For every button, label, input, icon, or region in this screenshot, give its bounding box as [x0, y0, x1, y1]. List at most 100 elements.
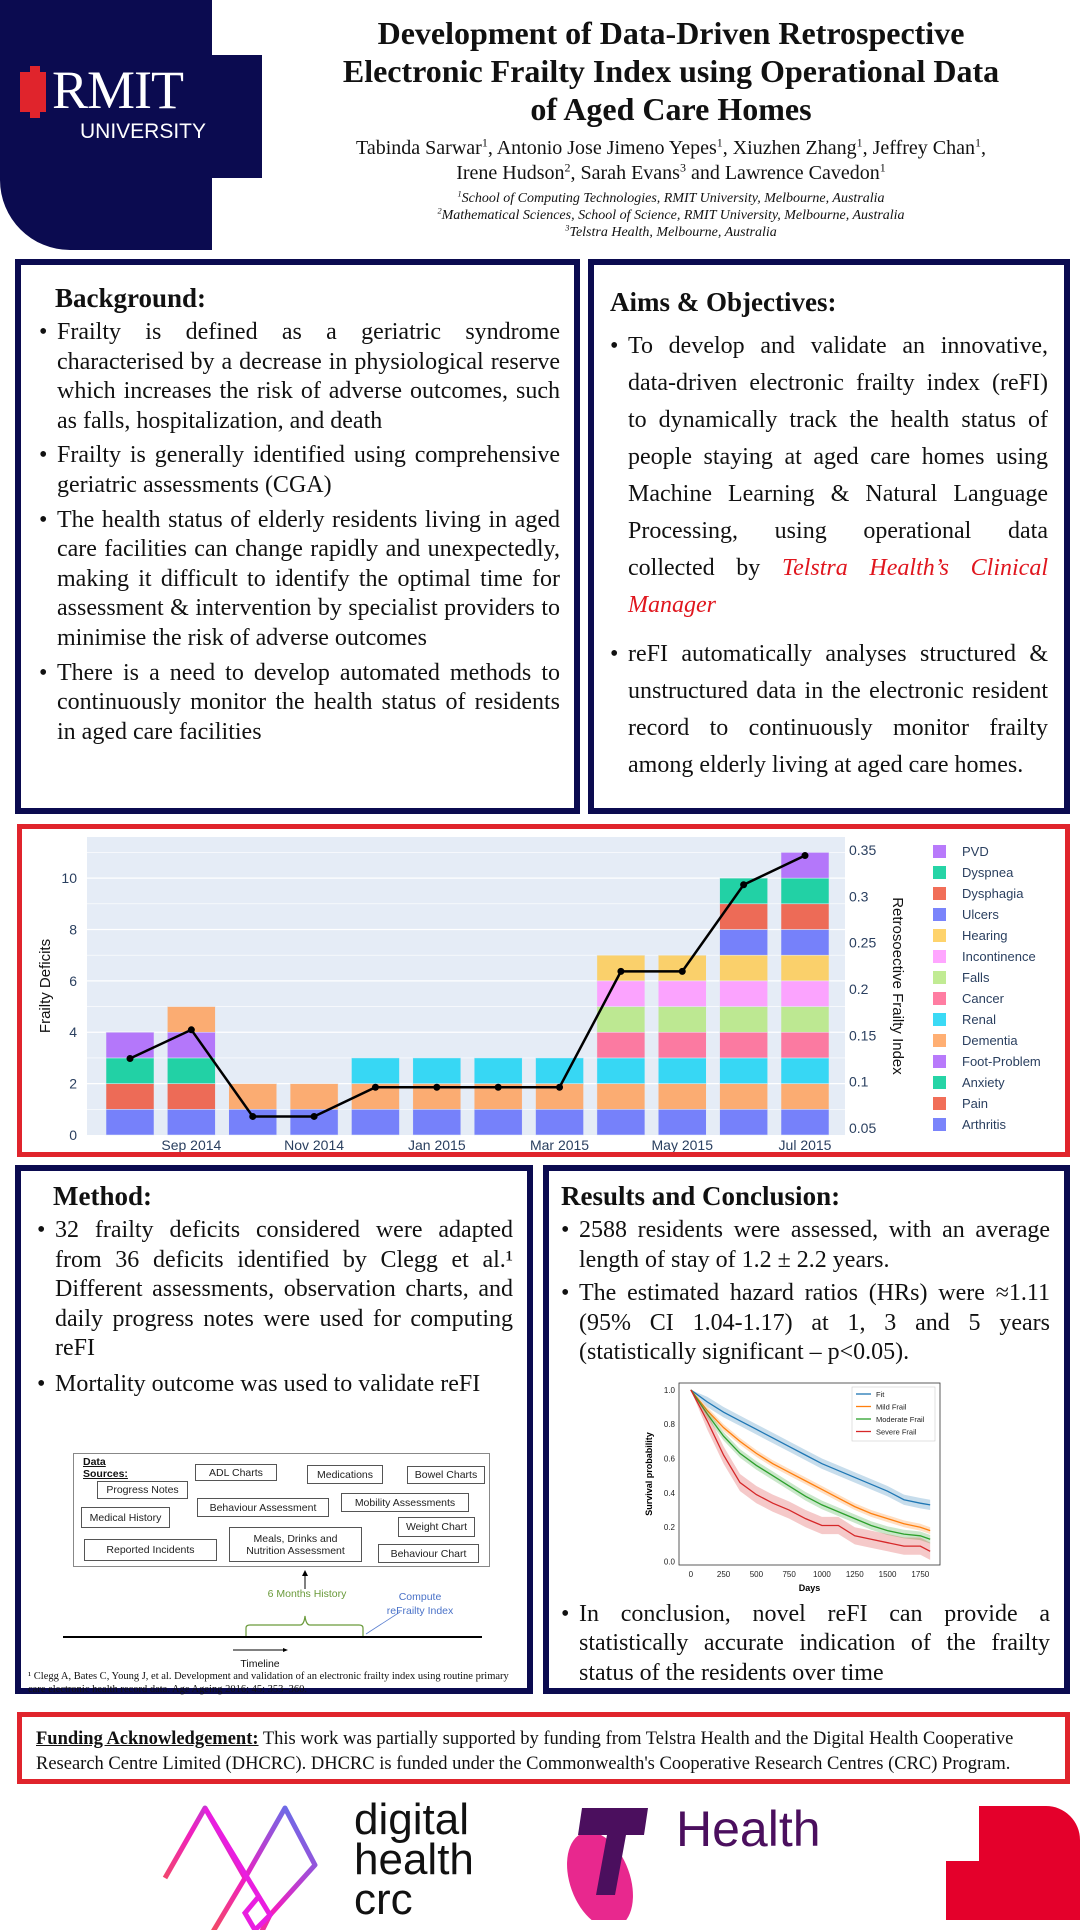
author: Lawrence Cavedon1: [724, 160, 886, 184]
y2-tick-label: 0.1: [849, 1074, 869, 1090]
bar-segment-pain: [167, 1083, 216, 1110]
y2-tick-label: 0.35: [849, 842, 876, 858]
bullet-item: reFI automatically analyses structured &…: [610, 636, 1048, 784]
bullet-text: To develop and validate an innovative, d…: [628, 333, 1048, 581]
rmit-corner-mark: [946, 1806, 1080, 1920]
bar-segment-cancer: [719, 1031, 768, 1059]
author: Antonio Jose Jimeno Yepes1: [496, 135, 723, 159]
method-section: Method: 32 frailty deficits considered w…: [15, 1165, 533, 1694]
bar-segment-falls: [780, 1006, 830, 1033]
reference-footnote: ¹ Clegg A, Bates C, Young J, et al. Deve…: [28, 1671, 509, 1695]
title-line: Electronic Frailty Index using Operation…: [342, 53, 1000, 89]
x-tick-label: 250: [717, 1570, 731, 1579]
legend-swatch: [933, 1013, 946, 1026]
dhcrc-line: health: [354, 1835, 474, 1884]
legend-swatch: [933, 845, 946, 858]
source-medications: Medications: [307, 1465, 383, 1484]
bar-segment-arthritis: [473, 1109, 523, 1136]
data-sources-title: Data Sources:: [83, 1456, 128, 1480]
y-tick-label: 0.8: [664, 1420, 676, 1429]
legend-label: Arthritis: [962, 1117, 1007, 1132]
legend-swatch: [933, 950, 946, 963]
x-tick-label: 1500: [879, 1570, 897, 1579]
refi-point: [187, 1026, 195, 1034]
legend-label: Renal: [962, 1012, 996, 1027]
x-tick-label: 1750: [911, 1570, 929, 1579]
legend-swatch: [933, 992, 946, 1005]
bar-segment-cancer: [780, 1031, 830, 1059]
refi-point: [556, 1083, 564, 1091]
dhcrc-logo-text: digital health crc: [354, 1795, 474, 1924]
author-list: Tabinda Sarwar1, Antonio Jose Jimeno Yep…: [356, 135, 986, 184]
legend-label: Dementia: [962, 1033, 1018, 1048]
bar-segment-dementia: [780, 1083, 830, 1110]
survival-line-moderate-frail: [690, 1389, 931, 1540]
y2-tick-label: 0.05: [849, 1120, 876, 1136]
legend-swatch: [933, 866, 946, 879]
refi-point: [371, 1083, 379, 1091]
bar-segment-dementia: [719, 1083, 768, 1110]
x-tick-label: Sep 2014: [161, 1137, 221, 1152]
dhcrc-line: crc: [354, 1875, 413, 1924]
legend-swatch: [933, 908, 946, 921]
section-heading: Background:: [55, 283, 207, 313]
legend-label: Severe Frail: [876, 1428, 917, 1437]
background-section: Background: Frailty is defined as a geri…: [15, 259, 580, 814]
source-adl-charts: ADL Charts: [195, 1464, 277, 1481]
refi-point: [801, 852, 809, 860]
legend-label: Fit: [876, 1390, 885, 1399]
legend-swatch: [933, 887, 946, 900]
x-tick-label: Mar 2015: [530, 1137, 589, 1152]
survival-line-fit: [690, 1389, 931, 1506]
survival-line-mild-frail: [690, 1389, 931, 1532]
source-progress-notes: Progress Notes: [97, 1481, 188, 1499]
author: Xiuzhen Zhang1: [732, 135, 863, 159]
bar-segment-hearing: [780, 954, 830, 982]
rmit-logo-subtext: UNIVERSITY: [80, 120, 207, 143]
survival-line-severe-frail: [690, 1389, 931, 1552]
bar-segment-arthritis: [351, 1109, 400, 1136]
bar-segment-anxiety: [105, 1057, 155, 1084]
author: Sarah Evans3: [580, 160, 686, 184]
legend-label: Moderate Frail: [876, 1415, 925, 1424]
source-weight-chart: Weight Chart: [398, 1517, 475, 1537]
author: Irene Hudson2: [456, 160, 571, 184]
legend-label: PVD: [962, 844, 989, 859]
bar-segment-incontinence: [719, 980, 768, 1007]
dhcrc-line: digital: [354, 1795, 469, 1844]
bar-segment-renal: [780, 1057, 830, 1084]
bullet-item: There is a need to develop automated met…: [39, 659, 560, 748]
legend-swatch: [933, 971, 946, 984]
source-bowel-charts: Bowel Charts: [407, 1466, 485, 1484]
x-tick-label: 1000: [813, 1570, 831, 1579]
affiliations: 1School of Computing Technologies, RMIT …: [262, 190, 1080, 241]
bar-segment-hearing: [596, 954, 646, 982]
bullet-item: To develop and validate an innovative, d…: [610, 328, 1048, 624]
legend-label: Pain: [962, 1096, 988, 1111]
bullet-item: Mortality outcome was used to validate r…: [37, 1370, 513, 1400]
refi-point: [310, 1112, 318, 1120]
compute-refrailty-label: Compute reFrailty Index: [386, 1591, 454, 1617]
funding-acknowledgement: Funding Acknowledgement: This work was p…: [17, 1712, 1070, 1784]
refi-point: [433, 1083, 441, 1091]
bar-segment-foot-problem: [105, 1031, 155, 1059]
bar-segment-falls: [658, 1006, 707, 1033]
legend-label: Incontinence: [962, 949, 1036, 964]
x-axis-title: Days: [799, 1583, 821, 1593]
legend-swatch: [933, 1055, 946, 1068]
bar-segment-dyspnea: [780, 877, 830, 905]
bullet-item: In conclusion, novel reFI can provide a …: [561, 1600, 1050, 1689]
bar-segment-renal: [473, 1057, 523, 1084]
y-tick-label: 4: [69, 1024, 77, 1040]
y2-tick-label: 0.3: [849, 888, 869, 904]
legend-swatch: [933, 1097, 946, 1110]
rmit-logo-text: RMIT: [52, 60, 184, 120]
legend-label: Dyspnea: [962, 865, 1014, 880]
frailty-deficits-chart: 0 2 4 6 8 10 0.05 0.1 0.15 0.2 0.25 0.3 0.35 Sep 2014…: [37, 837, 1041, 1152]
bar-segment-dementia: [228, 1083, 277, 1110]
bar-segment-ulcers: [780, 929, 830, 956]
bar-segment-anxiety: [167, 1057, 216, 1084]
bar-segment-arthritis: [167, 1109, 216, 1136]
bullet-item: The health status of elderly residents l…: [39, 506, 560, 654]
poster-title: Development of Data-Driven Retrospective…: [262, 14, 1080, 128]
